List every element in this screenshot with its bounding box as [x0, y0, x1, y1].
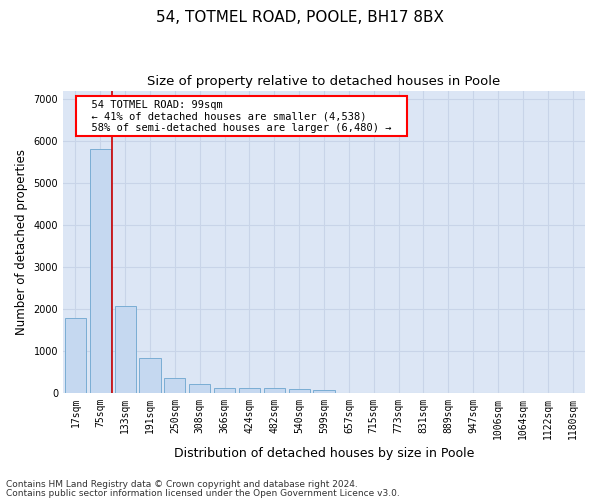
Bar [164, 378, 185, 392]
Bar [214, 388, 235, 392]
Bar [313, 390, 335, 392]
Bar [189, 384, 211, 392]
Bar [115, 306, 136, 392]
Text: Contains HM Land Registry data © Crown copyright and database right 2024.: Contains HM Land Registry data © Crown c… [6, 480, 358, 489]
X-axis label: Distribution of detached houses by size in Poole: Distribution of detached houses by size … [174, 447, 474, 460]
Bar [90, 150, 111, 392]
Bar [239, 388, 260, 392]
Bar [289, 390, 310, 392]
Text: 54, TOTMEL ROAD, POOLE, BH17 8BX: 54, TOTMEL ROAD, POOLE, BH17 8BX [156, 10, 444, 25]
Text: Contains public sector information licensed under the Open Government Licence v3: Contains public sector information licen… [6, 489, 400, 498]
Bar [139, 358, 161, 392]
Text: 54 TOTMEL ROAD: 99sqm  
  ← 41% of detached houses are smaller (4,538)  
  58% o: 54 TOTMEL ROAD: 99sqm ← 41% of detached … [79, 100, 404, 133]
Bar [65, 318, 86, 392]
Title: Size of property relative to detached houses in Poole: Size of property relative to detached ho… [148, 75, 500, 88]
Y-axis label: Number of detached properties: Number of detached properties [15, 148, 28, 334]
Bar [264, 388, 285, 392]
